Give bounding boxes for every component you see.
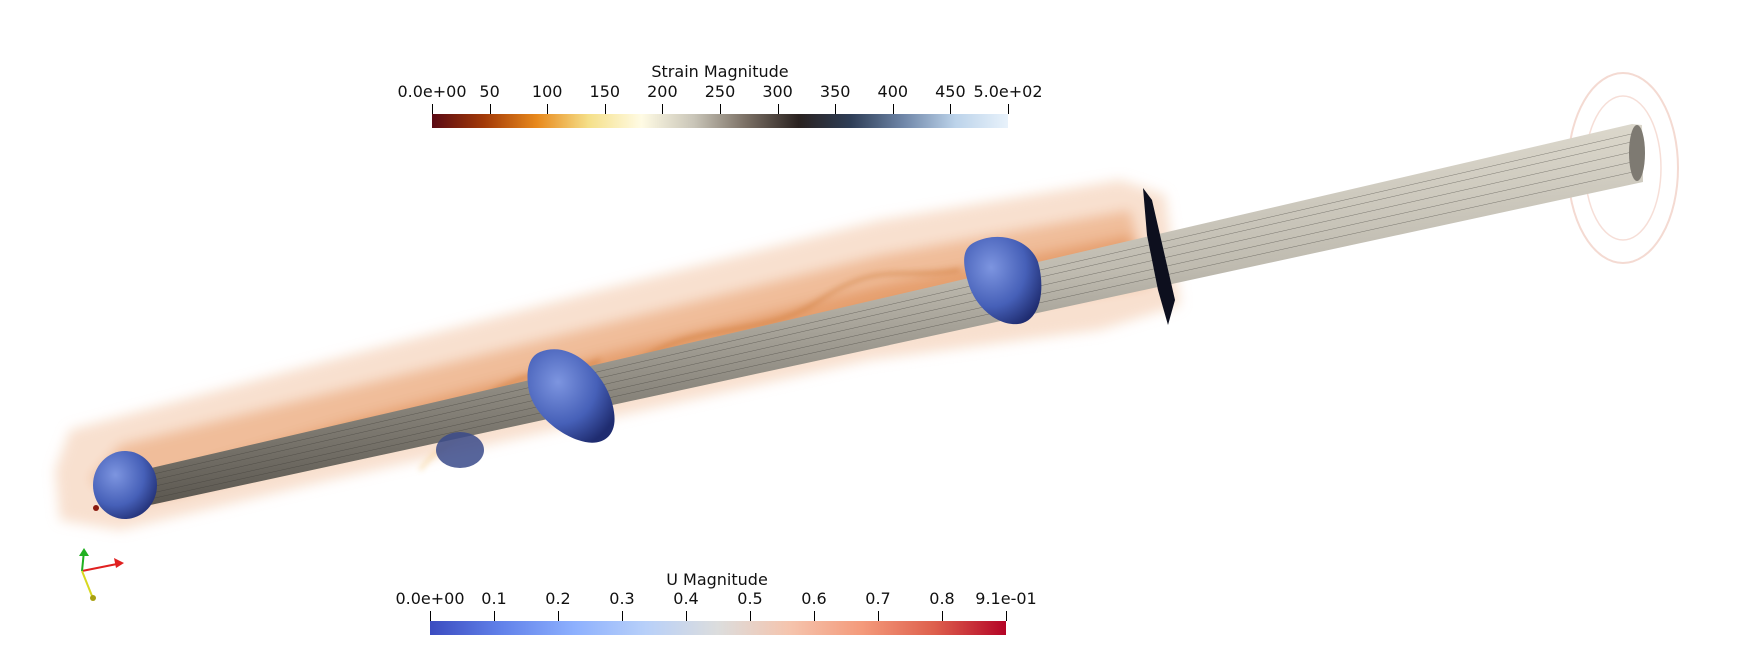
x-axis-head [114, 558, 124, 568]
isosurface-blob-small [436, 432, 484, 468]
cylinder-body [108, 124, 1643, 512]
z-axis-head [90, 595, 96, 601]
probe-point [93, 505, 99, 511]
y-axis-head [79, 548, 89, 556]
isosurface-blob-middle [527, 349, 615, 443]
z-axis-arrow [81, 570, 93, 597]
cylinder-end-cap [1629, 125, 1645, 181]
orientation-axes[interactable] [79, 548, 124, 601]
isosurface-blob-right [964, 236, 1042, 325]
isosurface-blob-left [93, 451, 157, 519]
slice-plane [1143, 188, 1175, 325]
cylinder-mesh [109, 131, 1643, 508]
